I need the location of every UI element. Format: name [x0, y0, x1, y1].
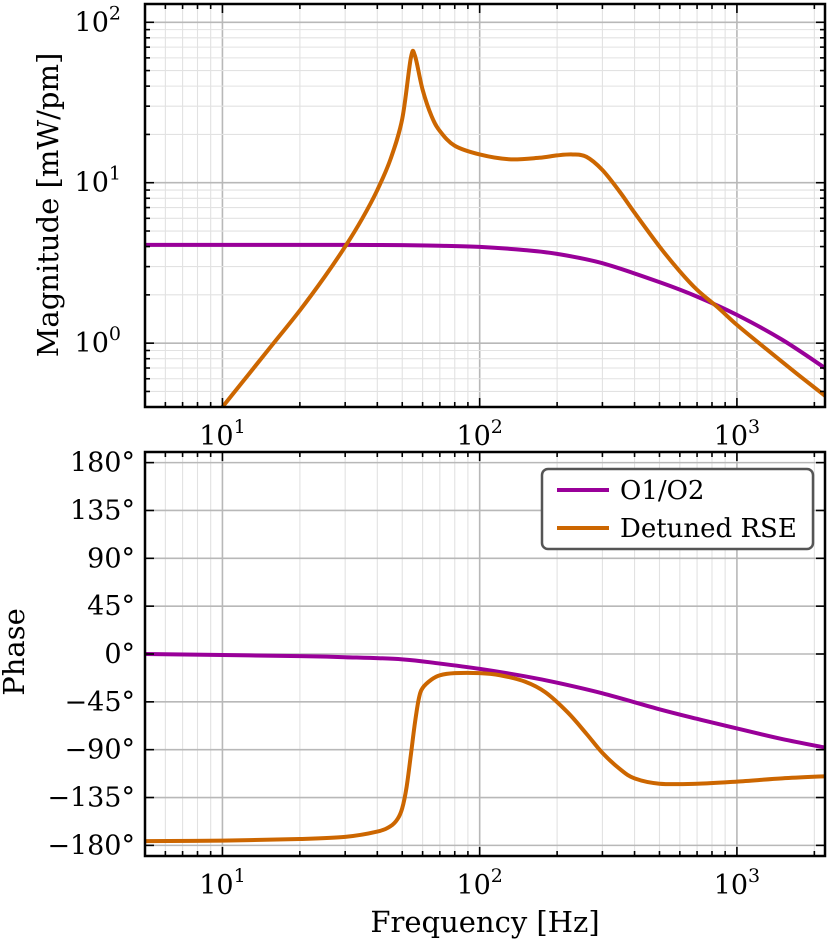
- phase-ticks: 101 102 103 180° 135° 90° 45° 0° −45° −90° −135° −1…: [47, 448, 825, 901]
- phase-panel: 101 102 103 180° 135° 90° 45° 0° −45° −90° −135° −1…: [0, 448, 827, 939]
- phase-series-detuned-rse: [145, 670, 825, 844]
- magnitude-y-axis-title: Magnitude [mW/pm]: [31, 53, 65, 358]
- phase-ytick-label-90: 90°: [87, 543, 135, 574]
- magnitude-ytick-label-10: 101: [75, 163, 121, 199]
- phase-xtick-label-1000: 103: [714, 865, 760, 901]
- magnitude-ticks: 101 102 103 100 101 102: [75, 2, 825, 452]
- phase-ytick-label-135: 135°: [70, 495, 135, 526]
- magnitude-series-detuned-rse: [220, 48, 825, 407]
- magnitude-ytick-label-100: 102: [75, 2, 121, 38]
- phase-ytick-label-90: −90°: [65, 735, 135, 766]
- magnitude-curves: [145, 48, 825, 407]
- phase-curves: [145, 652, 825, 844]
- magnitude-axes-frame: [143, 2, 827, 409]
- phase-xtick-label-100: 102: [456, 865, 502, 901]
- phase-ytick-label-45: −45°: [65, 687, 135, 718]
- legend-box: [540, 467, 815, 551]
- magnitude-series-o1-o2: [145, 242, 825, 371]
- legend-label-o1-o2: O1/O2: [620, 476, 704, 506]
- x-axis-title: Frequency [Hz]: [370, 905, 599, 939]
- magnitude-xtick-label-1000: 103: [714, 416, 760, 452]
- phase-ytick-label-45: 45°: [87, 591, 135, 622]
- phase-ytick-label-180: 180°: [70, 448, 135, 479]
- phase-ytick-label-0: 0°: [104, 639, 135, 670]
- phase-series-o1-o2: [145, 652, 825, 750]
- phase-ytick-label-180: −180°: [47, 830, 135, 861]
- phase-xtick-label-10: 101: [199, 865, 245, 901]
- magnitude-xtick-label-10: 101: [199, 416, 245, 452]
- magnitude-ytick-label-1: 100: [75, 323, 121, 359]
- legend-label-detuned-rse: Detuned RSE: [620, 514, 797, 544]
- magnitude-grid: [144, 4, 825, 408]
- phase-y-axis-title: Phase: [0, 608, 31, 696]
- legend: O1/O2 Detuned RSE: [540, 467, 815, 551]
- phase-ytick-label-135: −135°: [47, 783, 135, 814]
- magnitude-panel: 101 102 103 100 101 102 Magnitude [mW/pm]: [31, 2, 827, 452]
- magnitude-xtick-label-100: 102: [456, 416, 502, 452]
